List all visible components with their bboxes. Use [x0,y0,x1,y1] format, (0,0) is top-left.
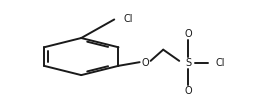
Text: O: O [184,86,192,96]
Text: O: O [141,58,149,68]
Text: Cl: Cl [123,14,133,25]
Text: S: S [185,58,191,68]
Text: O: O [184,29,192,39]
Text: Cl: Cl [215,58,225,68]
